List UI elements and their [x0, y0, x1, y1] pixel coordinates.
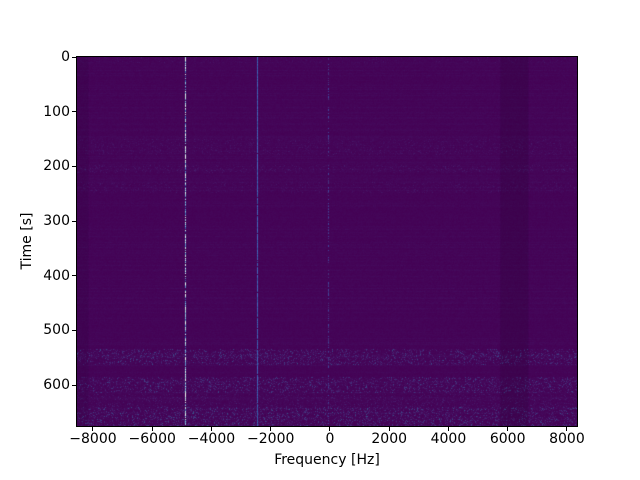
y-tick-label: 600 [43, 377, 70, 393]
x-tick-label: −2000 [247, 431, 295, 447]
x-tick-mark [329, 427, 331, 431]
x-tick-mark [151, 427, 153, 431]
y-tick-label: 200 [43, 158, 70, 175]
y-tick-label: 100 [43, 103, 70, 120]
spectrogram-canvas [77, 57, 577, 426]
y-tick-label: 0 [61, 49, 70, 65]
x-tick-mark [447, 427, 449, 431]
plot-area [76, 56, 578, 427]
y-tick-label: 400 [43, 267, 70, 284]
x-tick-label: −6000 [128, 431, 176, 447]
y-axis-label: Time [s] [19, 212, 35, 270]
x-tick-mark [507, 427, 509, 431]
x-tick-mark [210, 427, 212, 431]
x-tick-label: 0 [325, 431, 335, 447]
x-tick-mark [92, 427, 94, 431]
y-tick-label: 500 [43, 322, 70, 339]
x-axis-label: Frequency [Hz] [274, 452, 380, 468]
x-tick-mark [566, 427, 568, 431]
x-tick-label: 2000 [371, 431, 408, 447]
x-tick-label: −4000 [187, 431, 236, 447]
x-tick-label: 6000 [489, 431, 526, 447]
x-tick-mark [388, 427, 390, 431]
x-tick-label: −8000 [69, 431, 117, 447]
x-tick-label: 8000 [549, 431, 585, 447]
x-tick-label: 4000 [430, 431, 467, 447]
x-tick-mark [270, 427, 272, 431]
